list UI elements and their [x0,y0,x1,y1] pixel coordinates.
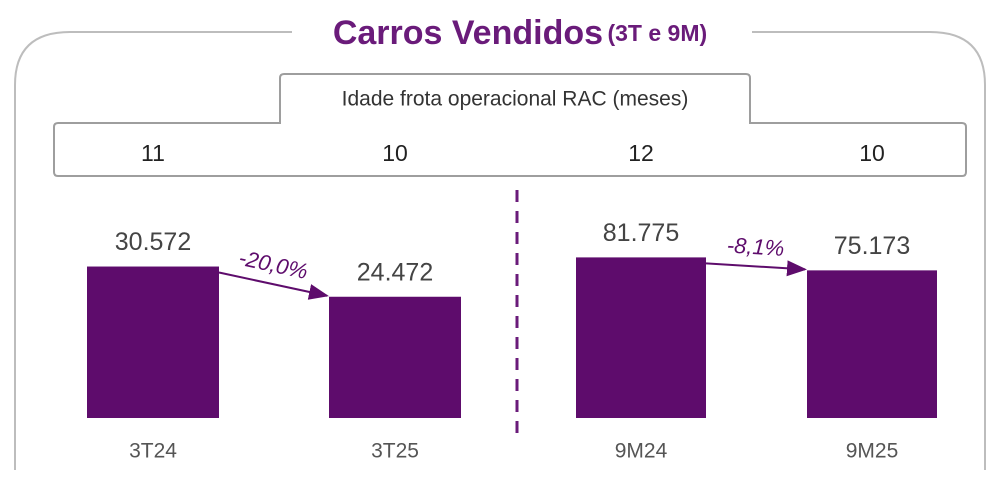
value-label: 75.173 [834,232,910,260]
fleet-age: 10 [859,140,885,166]
x-tick-label: 3T24 [129,440,177,463]
change-arrow [705,260,807,277]
fleet-age: 10 [382,140,408,166]
fleet-age: 11 [141,140,165,166]
subtitle: (3T e 9M) [607,20,707,46]
value-label: 30.572 [115,228,191,256]
bar [807,270,937,418]
chart-title: Carros Vendidos (3T e 9M) [333,14,707,52]
x-tick-label: 9M24 [615,440,668,463]
fleet-age: 12 [628,140,654,166]
value-label: 81.775 [603,219,679,247]
change-label: -8,1% [726,232,785,260]
bar [576,257,706,418]
x-tick-label: 9M25 [846,440,899,463]
age-box-label: Idade frota operacional RAC (meses) [342,88,689,111]
bar [329,296,461,418]
value-label: 24.472 [357,258,433,286]
age-box [53,73,967,177]
x-tick-label: 3T25 [371,440,419,463]
outer-frame [14,31,986,470]
bar [87,266,219,418]
title: Carros Vendidos [333,14,603,52]
change-arrow [218,271,329,300]
